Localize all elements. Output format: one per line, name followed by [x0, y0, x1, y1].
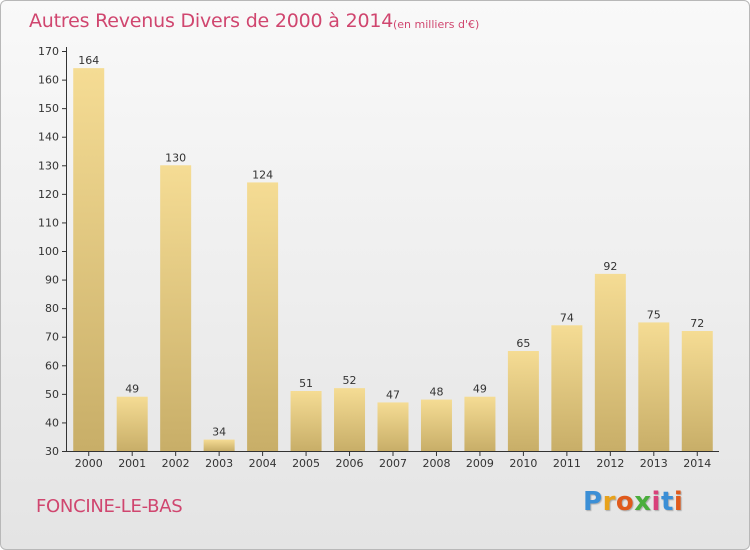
x-tick-label: 2005: [292, 457, 320, 470]
chart-subtitle: (en milliers d'€): [393, 18, 480, 31]
y-tick-label: 160: [38, 74, 59, 87]
logo-letter: P: [583, 487, 603, 517]
y-tick-label: 150: [38, 102, 59, 115]
x-tick-label: 2003: [205, 457, 233, 470]
y-tick-label: 90: [45, 274, 59, 287]
bar-value-label: 49: [125, 383, 139, 396]
x-tick-label: 2013: [640, 457, 668, 470]
bar-value-label: 124: [252, 168, 273, 181]
bar-2000: [73, 68, 105, 452]
y-tick-label: 30: [45, 445, 59, 458]
y-tick-label: 170: [38, 45, 59, 58]
logo-letter: r: [602, 487, 616, 517]
y-tick-label: 110: [38, 216, 59, 229]
x-tick-label: 2001: [118, 457, 146, 470]
y-tick-label: 60: [45, 359, 59, 372]
bar-value-label: 92: [603, 260, 617, 273]
bar-2002: [160, 165, 192, 452]
bars: 164 49 130 34 124 51 52 47 48 49 65 74 92 75 72: [73, 54, 713, 452]
bar-value-label: 72: [690, 317, 704, 330]
bar-value-label: 75: [647, 308, 661, 321]
bar-2013: [638, 322, 670, 451]
bar-2004: [247, 182, 279, 451]
bar-value-label: 34: [212, 426, 226, 439]
y-tick-label: 40: [45, 416, 59, 429]
bar-value-label: 74: [560, 311, 574, 324]
bar-value-label: 130: [165, 151, 186, 164]
bar-value-label: 49: [473, 383, 487, 396]
x-tick-label: 2007: [379, 457, 407, 470]
y-tick-label: 120: [38, 188, 59, 201]
bar-2006: [334, 388, 366, 451]
logo-letter: x: [634, 487, 652, 517]
x-tick-label: 2008: [422, 457, 450, 470]
bar-2011: [551, 325, 583, 451]
x-tick-label: 2006: [336, 457, 364, 470]
x-axis-ticks: 2000 2001 2002 2003 2004 2005 2006 2007 2008 2009…: [75, 451, 711, 470]
x-tick-label: 2012: [596, 457, 624, 470]
x-tick-label: 2002: [162, 457, 190, 470]
x-tick-label: 2011: [553, 457, 581, 470]
y-tick-label: 70: [45, 331, 59, 344]
logo-letter: i: [673, 487, 684, 517]
x-tick-label: 2000: [75, 457, 103, 470]
bar-2008: [420, 399, 452, 451]
logo-letter: i: [651, 487, 661, 517]
bar-value-label: 65: [516, 337, 530, 350]
bar-value-label: 51: [299, 377, 313, 390]
bar-2014: [681, 331, 713, 451]
x-tick-label: 2009: [466, 457, 494, 470]
x-tick-label: 2010: [509, 457, 537, 470]
y-tick-label: 50: [45, 388, 59, 401]
proxiti-logo[interactable]: Proxiti: [583, 487, 683, 517]
bar-value-label: 47: [386, 388, 400, 401]
logo-letter: t: [660, 487, 674, 517]
bar-value-label: 164: [78, 54, 99, 67]
city-name: FONCINE-LE-BAS: [36, 496, 183, 517]
chart-title: Autres Revenus Divers de 2000 à 2014: [29, 10, 394, 32]
bar-value-label: 48: [429, 386, 443, 399]
y-tick-label: 140: [38, 131, 59, 144]
y-tick-label: 130: [38, 159, 59, 172]
bar-2001: [116, 396, 148, 451]
y-tick-label: 100: [38, 245, 59, 258]
bar-2005: [290, 391, 322, 451]
bar-2010: [507, 351, 539, 451]
y-axis-ticks: 30 40 50 60 70 80 90 100 110 120 130 140 150 160 170: [38, 45, 67, 458]
bar-2012: [594, 273, 626, 451]
bar-2007: [377, 402, 409, 451]
bar-2003: [203, 439, 235, 451]
x-tick-label: 2004: [249, 457, 277, 470]
y-tick-label: 80: [45, 302, 59, 315]
bar-value-label: 52: [343, 374, 357, 387]
logo-letter: o: [615, 487, 635, 517]
bar-2009: [464, 396, 496, 451]
x-tick-label: 2014: [683, 457, 711, 470]
